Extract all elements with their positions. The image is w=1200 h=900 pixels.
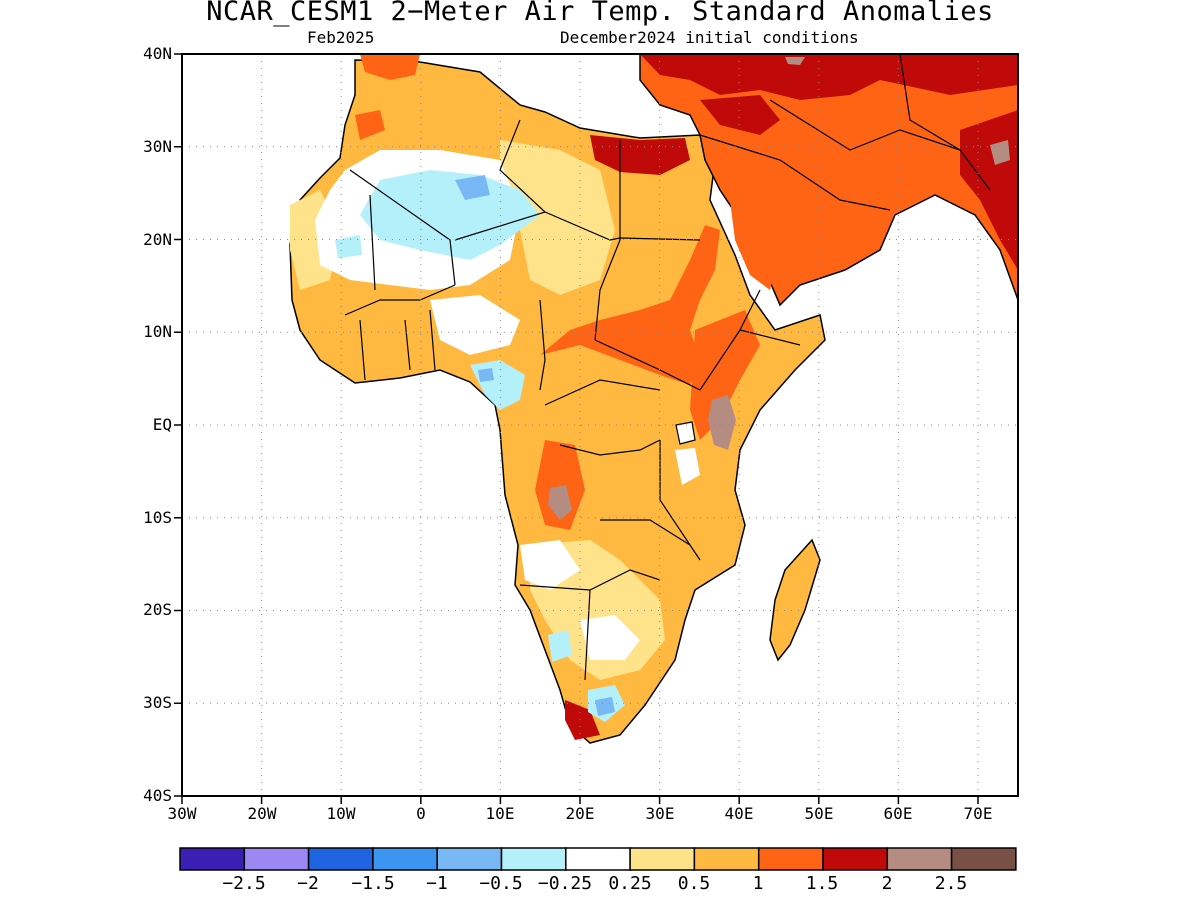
colorbar-swatch — [179, 847, 246, 871]
lat-label: 20S — [143, 600, 172, 619]
colorbar-label: 0.25 — [608, 873, 652, 894]
lon-label: 50E — [804, 804, 834, 823]
anomaly-region — [580, 615, 640, 660]
anomaly-region — [455, 175, 490, 200]
anomaly-region — [360, 170, 540, 260]
anomaly-region — [478, 368, 494, 382]
colorbar-label: 2 — [881, 873, 893, 894]
anomaly-region — [535, 440, 585, 530]
anomaly-region — [990, 140, 1010, 165]
anomaly-region — [520, 540, 580, 590]
lat-label: 40N — [143, 44, 172, 63]
lat-label: 20N — [143, 230, 172, 249]
axis-ticks — [174, 53, 979, 804]
colorbar-swatch — [822, 847, 889, 871]
anomaly-region — [590, 135, 690, 175]
anomaly-region — [690, 310, 760, 440]
anomaly-region — [540, 225, 720, 385]
lon-label: 0 — [416, 804, 426, 823]
lat-label: EQ — [152, 415, 172, 434]
anomaly-region — [355, 110, 385, 140]
anomaly-region — [548, 630, 572, 662]
colorbar-swatch — [243, 847, 310, 871]
colorbar-label: −0.5 — [479, 873, 523, 894]
colorbar-label: 0.5 — [677, 873, 711, 894]
colorbar-swatch — [436, 847, 503, 871]
lat-label: 30N — [143, 137, 172, 156]
lon-label: 30W — [167, 804, 197, 823]
colorbar — [179, 847, 1017, 871]
colorbar-label: 2.5 — [934, 873, 968, 894]
lon-label: 10E — [485, 804, 515, 823]
anomaly-region — [565, 700, 600, 740]
lat-label: 10S — [143, 508, 172, 527]
colorbar-swatch — [565, 847, 631, 871]
colorbar-swatch — [629, 847, 696, 871]
lon-label: 20W — [247, 804, 277, 823]
anomaly-region — [675, 448, 700, 485]
lon-label: 70E — [963, 804, 993, 823]
anomaly-region — [430, 295, 520, 355]
map-content — [182, 54, 1018, 796]
colorbar-swatch — [500, 847, 567, 871]
lat-label: 40S — [143, 786, 172, 805]
map-title: NCAR_CESM1 2−Meter Air Temp. Standard An… — [206, 0, 994, 27]
anomaly-region — [700, 95, 780, 135]
lat-label: 30S — [143, 693, 172, 712]
colorbar-label: 1.5 — [805, 873, 839, 894]
colorbar-swatch — [886, 847, 953, 871]
anomaly-region — [360, 54, 420, 80]
colorbar-label: −2 — [297, 873, 319, 894]
colorbar-swatch — [372, 847, 438, 871]
colorbar-swatch — [693, 847, 760, 871]
colorbar-label: −1 — [426, 873, 448, 894]
lon-label: 10W — [326, 804, 356, 823]
lon-label: 20E — [565, 804, 595, 823]
colorbar-label: 1 — [752, 873, 764, 894]
anomaly-region — [595, 697, 615, 716]
colorbar-swatch — [757, 847, 824, 871]
anomaly-region — [335, 235, 362, 258]
colorbar-swatch — [950, 847, 1017, 871]
gridlines — [182, 54, 1018, 796]
anomaly-region — [548, 485, 572, 520]
madagascar — [769, 538, 821, 662]
lat-label: 10N — [143, 322, 172, 341]
initial-conditions: December2024 initial conditions — [560, 28, 859, 47]
anomaly-region — [640, 54, 1018, 100]
country-borders — [344, 54, 991, 681]
lake-victoria — [675, 421, 696, 445]
colorbar-label: −0.25 — [537, 873, 593, 894]
anomaly-region — [708, 395, 736, 450]
lon-label: 60E — [883, 804, 913, 823]
colorbar-swatch — [307, 847, 374, 871]
lon-label: 40E — [724, 804, 754, 823]
colorbar-label: −1.5 — [351, 873, 395, 894]
colorbar-label: −2.5 — [222, 873, 266, 894]
anomaly-region — [730, 200, 780, 290]
anomaly-region — [785, 57, 805, 65]
lon-label: 30E — [645, 804, 675, 823]
forecast-month: Feb2025 — [307, 28, 375, 47]
